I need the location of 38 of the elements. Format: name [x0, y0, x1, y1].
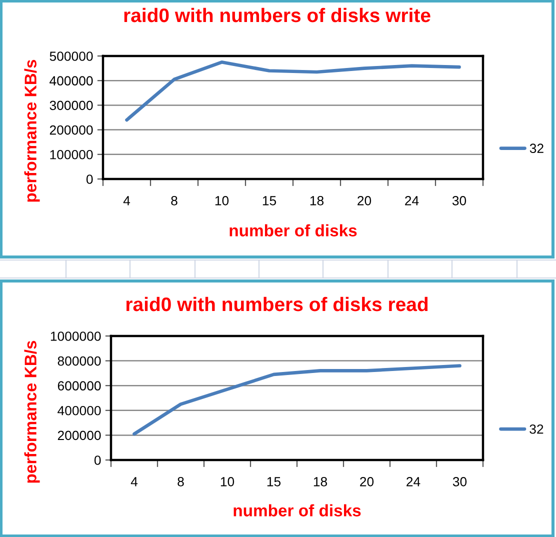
y-tick-label: 600000	[58, 381, 101, 391]
x-tick-label: 30	[452, 196, 466, 206]
y-tick-label: 1000000	[50, 332, 101, 341]
legend-label: 32	[530, 144, 544, 154]
x-tick-label: 10	[215, 196, 229, 206]
chart-title: raid0 with numbers of disks read	[126, 296, 428, 312]
x-tick-label: 20	[358, 196, 372, 206]
x-axis-title: number of disks	[234, 504, 361, 516]
x-tick-label: 30	[452, 477, 467, 486]
y-tick-label: 200000	[50, 125, 93, 135]
chart-title: raid0 with numbers of disks write	[124, 8, 430, 22]
line-series	[125, 60, 461, 122]
x-tick-label: 8	[171, 196, 178, 206]
x-tick-label: 24	[406, 477, 420, 486]
y-tick-label: 500000	[50, 52, 93, 61]
y-tick-label: 800000	[58, 356, 101, 366]
x-tick-label: 8	[178, 477, 184, 486]
x-tick-label: 15	[262, 196, 276, 206]
x-tick-label: 10	[220, 477, 234, 486]
y-tick-label: 400000	[58, 406, 101, 416]
y-axis-title: performance KB/s	[24, 340, 40, 483]
legend-label: 32	[530, 424, 544, 434]
y-tick-label: 200000	[58, 430, 101, 440]
y-tick-label: 0	[86, 174, 93, 184]
x-tick-label: 15	[267, 477, 281, 486]
y-tick-label: 300000	[50, 100, 93, 110]
y-axis-title: performance KB/s	[24, 60, 40, 202]
x-tick-label: 18	[314, 477, 328, 486]
x-tick-label: 4	[130, 477, 138, 486]
y-tick-label: 0	[94, 456, 101, 465]
y-tick-label: 400000	[50, 76, 93, 86]
y-tick-label: 100000	[50, 150, 93, 160]
line-series	[132, 364, 462, 436]
x-tick-label: 20	[360, 477, 374, 486]
x-tick-label: 4	[123, 196, 130, 206]
x-axis-title: number of disks	[230, 224, 357, 236]
x-tick-label: 24	[405, 196, 419, 206]
x-tick-label: 18	[310, 196, 324, 206]
